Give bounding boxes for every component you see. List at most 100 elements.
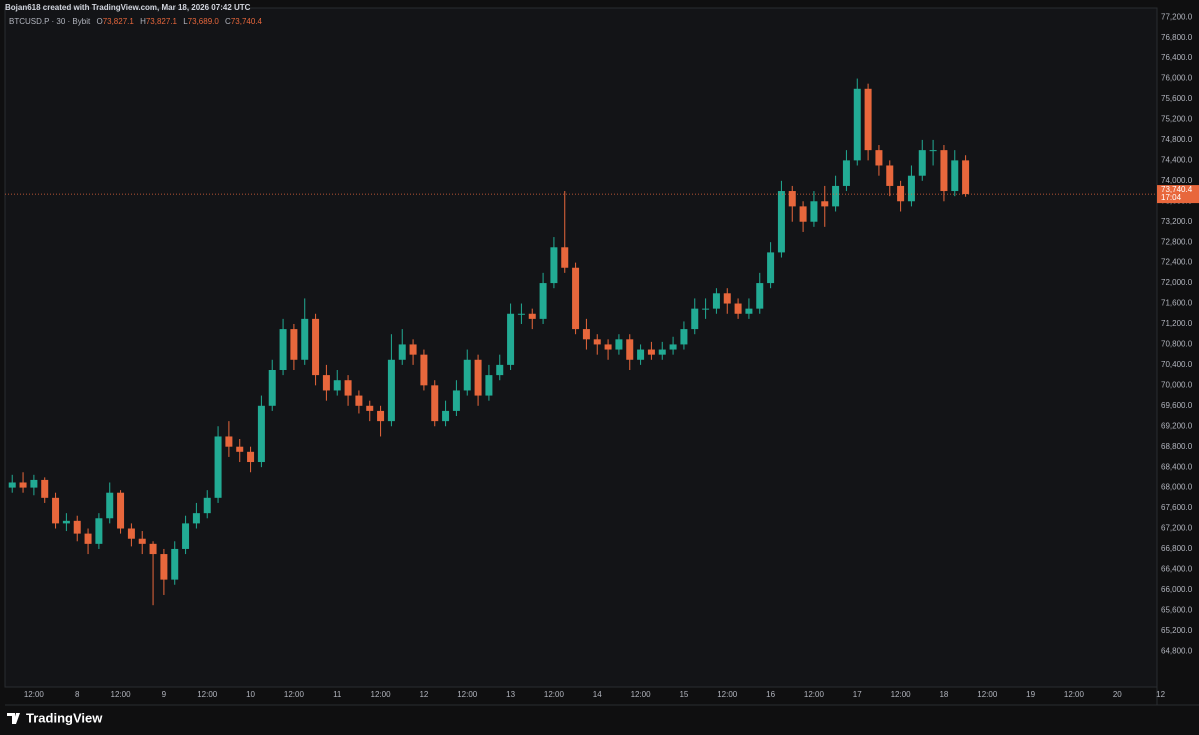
candle-body [62, 520, 70, 524]
candle-body [517, 313, 525, 315]
candle-body [442, 410, 450, 422]
candle-body [333, 380, 341, 391]
candle-body [322, 375, 330, 391]
candle-body [907, 175, 915, 202]
candles [8, 78, 970, 606]
y-tick-label: 64,800.0 [1161, 646, 1193, 655]
candle-body [669, 344, 677, 350]
x-tick-label: 12:00 [631, 690, 652, 699]
candle-body [420, 354, 428, 386]
y-tick-label: 66,000.0 [1161, 585, 1193, 594]
y-tick-label: 70,400.0 [1161, 360, 1193, 369]
candle-body [691, 308, 699, 330]
candle-body [138, 538, 146, 544]
logo-icon [7, 713, 20, 724]
candle-body [387, 359, 395, 422]
x-tick-label: 19 [1026, 690, 1035, 699]
y-tick-label: 77,200.0 [1161, 12, 1193, 21]
x-tick-label: 12:00 [804, 690, 825, 699]
y-tick-label: 69,600.0 [1161, 401, 1193, 410]
y-tick-label: 76,400.0 [1161, 53, 1193, 62]
candle-body [593, 339, 601, 345]
candle-body [799, 206, 807, 222]
y-tick-label: 71,200.0 [1161, 319, 1193, 328]
candle-body [572, 267, 580, 330]
candle-body [550, 247, 558, 284]
y-tick-label: 72,000.0 [1161, 278, 1193, 287]
candle-body [474, 359, 482, 396]
candle-body [940, 150, 948, 192]
x-tick-label: 12:00 [977, 690, 998, 699]
candle-body [712, 293, 720, 309]
y-tick-label: 67,200.0 [1161, 524, 1193, 533]
y-tick-label: 76,800.0 [1161, 33, 1193, 42]
candle-body [182, 523, 190, 549]
y-tick-label: 69,200.0 [1161, 421, 1193, 430]
x-tick-label: 17 [853, 690, 862, 699]
candle-body [463, 359, 471, 391]
y-tick-label: 75,200.0 [1161, 115, 1193, 124]
y-tick-label: 74,000.0 [1161, 176, 1193, 185]
candle-body [561, 247, 569, 268]
x-tick-label: 9 [162, 690, 167, 699]
y-tick-label: 72,400.0 [1161, 258, 1193, 267]
candle-body [897, 185, 905, 202]
candle-body [810, 201, 818, 222]
candle-body [431, 385, 439, 422]
candle-body [312, 318, 320, 376]
x-tick-label: 12:00 [371, 690, 392, 699]
candle-body [452, 390, 460, 411]
candle-body [496, 364, 504, 376]
x-tick-label: 13 [506, 690, 515, 699]
candle-body [257, 405, 265, 463]
candle-body [777, 191, 785, 253]
legend-value: 73,827.1 [146, 17, 178, 26]
candle-body [106, 492, 114, 519]
candle-body [149, 543, 157, 555]
x-tick-label: 12:00 [544, 690, 565, 699]
candle-body [637, 349, 645, 360]
candle-body [344, 380, 352, 396]
candle-body [225, 436, 233, 447]
legend-value: 73,689.0 [188, 17, 220, 26]
x-tick-label: 12:00 [24, 690, 45, 699]
candle-body [821, 201, 829, 207]
candle-body [626, 339, 634, 360]
x-tick-label: 11 [333, 690, 342, 699]
y-tick-label: 74,800.0 [1161, 135, 1193, 144]
candle-body [745, 308, 753, 314]
candle-body [528, 313, 536, 319]
y-tick-label: 68,400.0 [1161, 462, 1193, 471]
y-tick-label: 65,600.0 [1161, 605, 1193, 614]
candle-body [171, 548, 179, 580]
candle-body [127, 528, 135, 539]
candle-body [929, 150, 937, 152]
x-tick-label: 20 [1113, 690, 1122, 699]
logo: TradingView [7, 710, 103, 725]
candle-body [734, 303, 742, 314]
x-tick-label: 12:00 [717, 690, 738, 699]
y-tick-label: 76,000.0 [1161, 74, 1193, 83]
x-tick-label: 12:00 [284, 690, 305, 699]
candle-body [962, 160, 970, 195]
y-tick-label: 70,000.0 [1161, 380, 1193, 389]
legend-value: 73,827.1 [103, 17, 135, 26]
legend-field: C [225, 17, 231, 26]
candle-body [117, 492, 125, 529]
x-tick-label: 15 [679, 690, 688, 699]
x-tick-label: 12 [419, 690, 428, 699]
candle-body [19, 482, 27, 488]
candle-body [832, 185, 840, 207]
candle-body [398, 344, 406, 360]
x-tick-label: 10 [246, 690, 255, 699]
y-tick-label: 65,200.0 [1161, 626, 1193, 635]
candle-body [73, 520, 81, 534]
y-tick-label: 71,600.0 [1161, 299, 1193, 308]
y-tick-label: 66,400.0 [1161, 565, 1193, 574]
candle-body [52, 497, 60, 524]
candle-body [658, 349, 666, 355]
brand: TradingView [26, 710, 103, 725]
candle-body [84, 533, 92, 544]
candle-body [767, 252, 775, 284]
